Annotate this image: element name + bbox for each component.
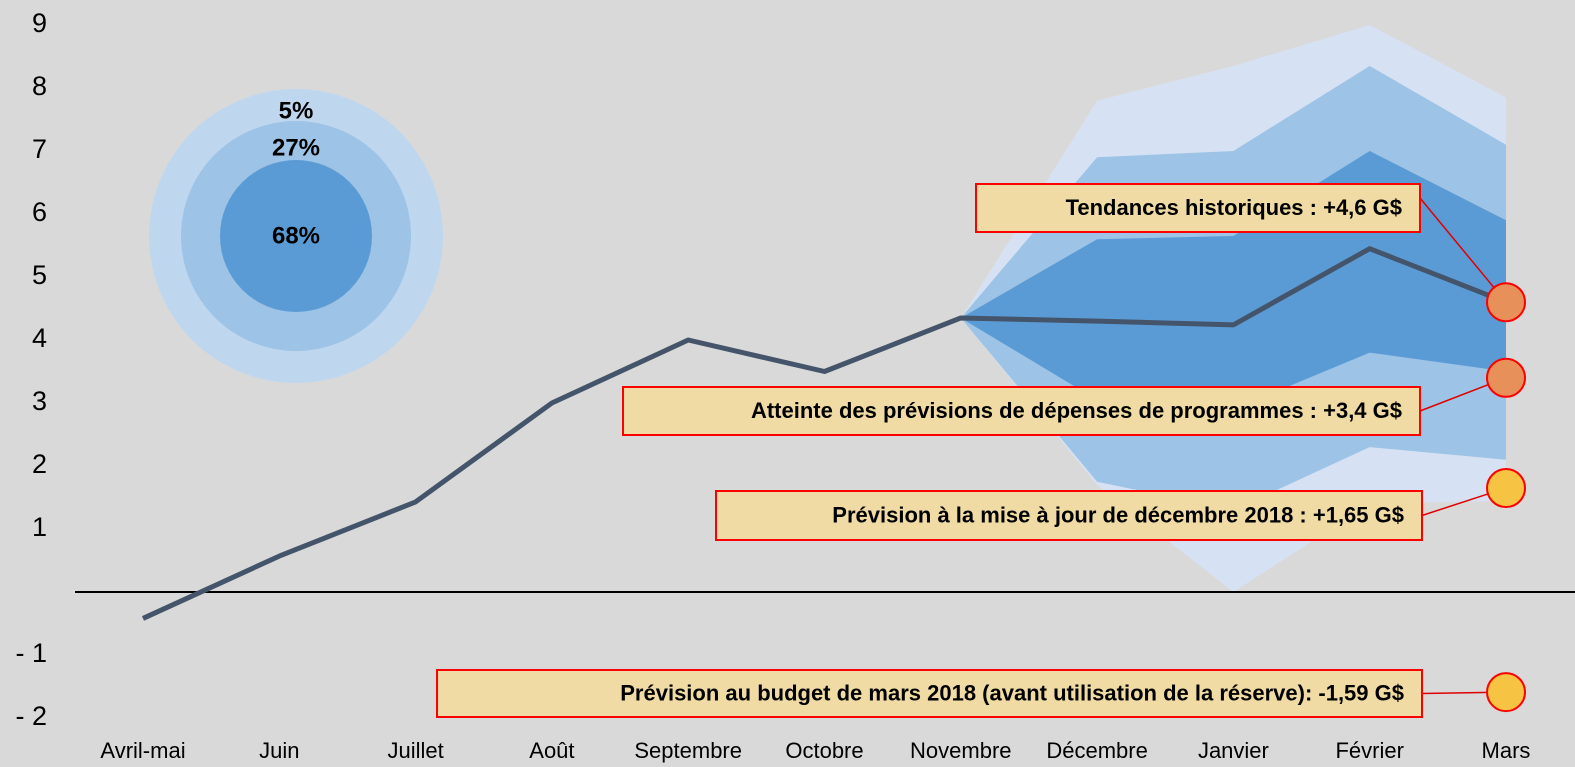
- y-tick-label: 5: [32, 260, 47, 290]
- x-tick-label: Mars: [1482, 738, 1531, 763]
- marker: [1486, 468, 1526, 509]
- x-tick-label: Février: [1335, 738, 1403, 763]
- legend-label: 5%: [279, 97, 314, 124]
- x-tick-label: Septembre: [634, 738, 742, 763]
- x-tick-label: Juillet: [387, 738, 443, 763]
- y-tick-label: 6: [32, 197, 47, 227]
- x-tick-label: Avril-mai: [100, 738, 185, 763]
- marker: [1486, 672, 1526, 713]
- y-tick-label: 3: [32, 386, 47, 416]
- annotation-box: [436, 669, 1423, 718]
- legend-circle: [220, 160, 372, 312]
- annotation-text: Prévision au budget de mars 2018 (avant …: [620, 680, 1404, 705]
- annotation-box: [622, 386, 1421, 436]
- y-tick-label: 4: [32, 323, 47, 353]
- x-tick-label: Octobre: [785, 738, 863, 763]
- y-tick-label: 7: [32, 134, 47, 164]
- x-tick-label: Janvier: [1198, 738, 1269, 763]
- x-tick-label: Juin: [259, 738, 299, 763]
- x-tick-label: Novembre: [910, 738, 1011, 763]
- y-tick-label: 1: [32, 512, 47, 542]
- y-tick-label: - 1: [15, 638, 47, 668]
- marker: [1486, 357, 1526, 398]
- annotation-box: [715, 490, 1423, 541]
- legend-label: 27%: [272, 134, 320, 161]
- y-tick-label: 8: [32, 71, 47, 101]
- x-tick-label: Décembre: [1046, 738, 1147, 763]
- marker: [1486, 282, 1526, 323]
- legend-label: 68%: [272, 222, 320, 249]
- y-tick-label: - 2: [15, 701, 47, 731]
- x-tick-label: Août: [529, 738, 574, 763]
- annotation-text: Atteinte des prévisions de dépenses de p…: [751, 398, 1402, 423]
- annotation-box: [975, 183, 1421, 233]
- y-tick-label: 9: [32, 8, 47, 38]
- y-tick-label: 2: [32, 449, 47, 479]
- line: [141, 246, 1507, 621]
- connector: [1419, 197, 1507, 303]
- annotation-text: Prévision à la mise à jour de décembre 2…: [832, 502, 1404, 527]
- annotation-text: Tendances historiques : +4,6 G$: [1066, 195, 1402, 220]
